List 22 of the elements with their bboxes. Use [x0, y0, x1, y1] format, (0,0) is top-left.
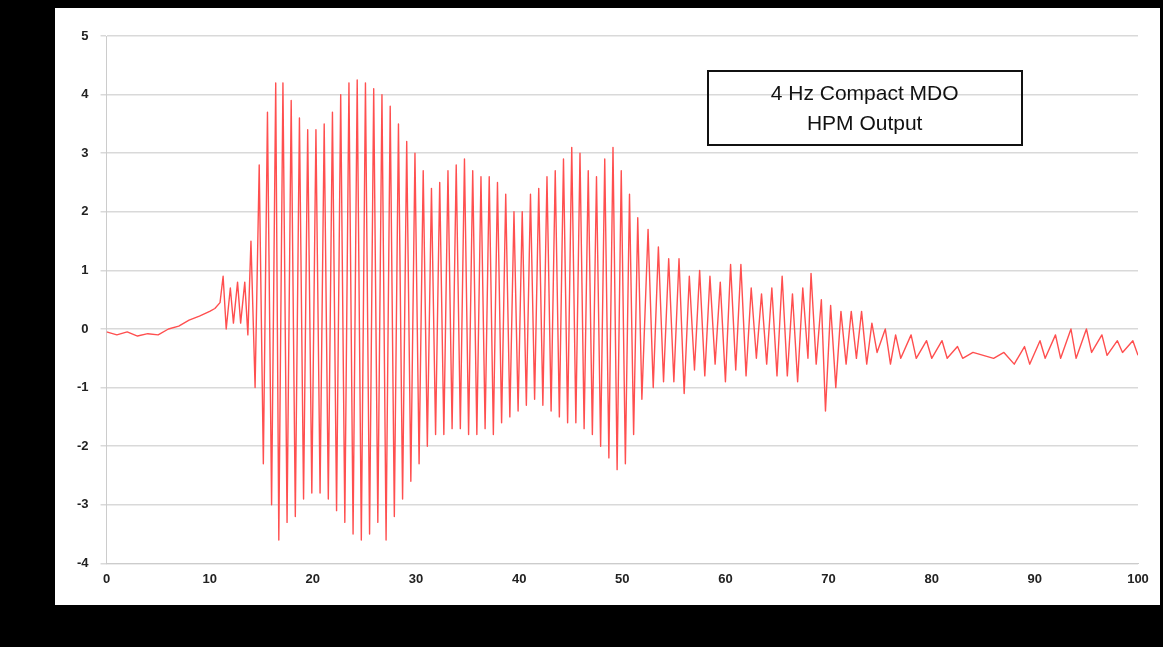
x-tick-label: 40: [511, 570, 527, 586]
y-tick-label: -2: [77, 437, 89, 453]
note-box: 4 Hz Compact MDO HPM Output: [706, 70, 1023, 146]
x-tick-label: 30: [408, 570, 424, 586]
y-tick-label: -4: [77, 554, 90, 570]
x-tick-label: 50: [615, 570, 630, 586]
y-tick-label: -3: [77, 496, 89, 512]
y-tick-label: 3: [81, 144, 89, 160]
y-tick-label: 0: [81, 320, 89, 336]
x-tick-label: 20: [305, 570, 321, 586]
y-tick-label: 5: [81, 27, 89, 43]
y-tick-label: 1: [81, 261, 89, 277]
x-tick-label: 60: [718, 570, 733, 586]
y-tick-label: -1: [77, 379, 89, 395]
x-tick-label: 80: [924, 570, 939, 586]
x-tick-label: 0: [102, 570, 111, 586]
y-tick-label: 2: [81, 203, 89, 219]
x-tick-label: 100: [1127, 570, 1149, 586]
x-tick-label: 70: [821, 570, 836, 586]
x-tick-label: 10: [202, 570, 217, 586]
x-tick-label: 90: [1027, 570, 1043, 586]
y-tick-label: 4: [81, 86, 90, 102]
